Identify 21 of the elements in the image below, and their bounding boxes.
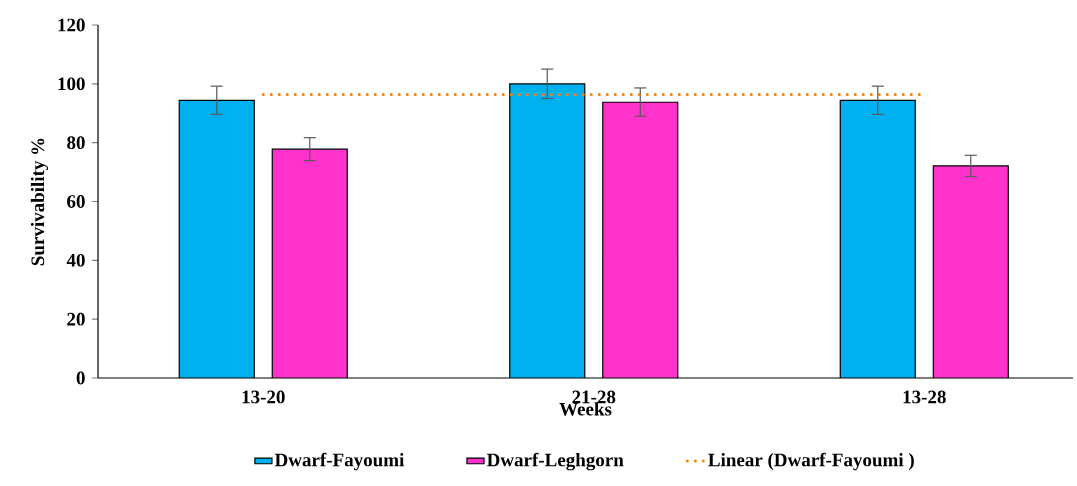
y-tick-label: 120 xyxy=(58,18,85,32)
y-tick-label: 60 xyxy=(67,195,85,208)
bar xyxy=(932,165,1009,378)
y-tick-label: 20 xyxy=(67,312,85,326)
bar xyxy=(602,102,678,378)
bar xyxy=(272,149,348,378)
x-tick-label: 21-28 xyxy=(572,390,616,404)
bar xyxy=(839,99,916,378)
x-tick-label: 13-20 xyxy=(242,390,285,404)
legend-label: Linear (Dwarf-Fayoumi ) xyxy=(708,452,914,471)
legend-label: Dwarf-Fayoumi xyxy=(274,452,405,471)
y-tick-label: 0 xyxy=(76,371,85,385)
bar xyxy=(509,83,585,378)
y-tick-label: 80 xyxy=(67,136,85,150)
x-axis-title: Weeks xyxy=(559,402,612,416)
y-axis-title: Survivability % xyxy=(30,138,49,266)
x-tick-label: 13-28 xyxy=(903,390,946,404)
y-tick-label: 100 xyxy=(58,77,85,91)
legend-label: Dwarf-Leghgorn xyxy=(486,452,624,471)
y-tick-label: 40 xyxy=(66,253,85,267)
bar xyxy=(179,100,255,378)
